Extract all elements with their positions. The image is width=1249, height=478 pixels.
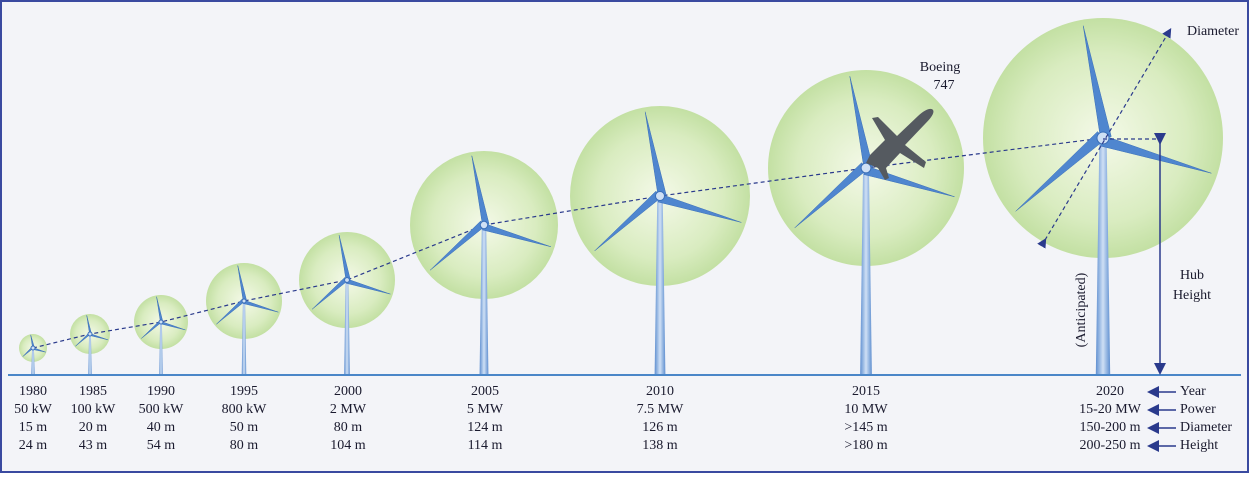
tower <box>88 334 92 375</box>
turbine-year: 2010 <box>646 384 674 399</box>
boeing-label: Boeing <box>920 60 960 75</box>
turbine-diameter: 20 m <box>79 420 108 435</box>
hub <box>87 331 93 337</box>
turbine-year: 1980 <box>19 384 47 399</box>
turbine-height: 104 m <box>330 438 366 453</box>
turbine-power: 10 MW <box>844 402 888 417</box>
turbine-diameter: 124 m <box>467 420 503 435</box>
turbine-height: >180 m <box>844 438 887 453</box>
turbine-year: 1985 <box>79 384 107 399</box>
turbine-diameter: 50 m <box>230 420 259 435</box>
tower <box>479 225 489 375</box>
turbine-diameter: 40 m <box>147 420 176 435</box>
tower <box>860 168 872 375</box>
hub <box>158 319 164 325</box>
turbine-diameter: 150-200 m <box>1079 420 1140 435</box>
trend-line <box>32 137 1104 349</box>
turbine-height: 24 m <box>19 438 48 453</box>
turbine-year: 2015 <box>852 384 880 399</box>
tower <box>654 196 666 375</box>
turbine-power: 2 MW <box>330 402 367 417</box>
hub <box>30 345 36 351</box>
tower <box>241 301 247 375</box>
hub-height-label: Height <box>1173 288 1211 303</box>
tower <box>159 322 163 375</box>
turbine-height: 138 m <box>642 438 678 453</box>
boeing-label: 747 <box>934 78 955 93</box>
turbine-height: 200-250 m <box>1079 438 1140 453</box>
airplane <box>866 108 934 180</box>
turbine-power: 800 kW <box>222 402 268 417</box>
turbine-height: 54 m <box>147 438 176 453</box>
turbine-year: 1995 <box>230 384 258 399</box>
turbine-power: 50 kW <box>14 402 53 417</box>
legend-label: Power <box>1180 402 1216 417</box>
turbine-diameter: 126 m <box>642 420 678 435</box>
turbine-diameter: 80 m <box>334 420 363 435</box>
hub-height-label: Hub <box>1180 268 1204 283</box>
turbine-year: 2020 <box>1096 384 1124 399</box>
turbine-year: 2000 <box>334 384 362 399</box>
anticipated-label: (Anticipated) <box>1074 272 1089 347</box>
hub <box>241 298 247 304</box>
turbine-height: 114 m <box>468 438 503 453</box>
diameter-label: Diameter <box>1187 24 1239 39</box>
tower <box>31 348 35 375</box>
hub <box>479 220 489 230</box>
hub <box>860 162 872 174</box>
turbine-power: 15-20 MW <box>1079 402 1142 417</box>
hub <box>344 277 350 283</box>
legend-label: Year <box>1180 384 1206 399</box>
legend-label: Height <box>1180 438 1218 453</box>
turbine-year: 1990 <box>147 384 175 399</box>
turbine-diameter: >145 m <box>844 420 887 435</box>
turbine-power: 100 kW <box>71 402 117 417</box>
turbine-power: 7.5 MW <box>637 402 684 417</box>
turbine-power: 500 kW <box>139 402 185 417</box>
turbine-year: 2005 <box>471 384 499 399</box>
diameter-arrow <box>1037 27 1172 249</box>
turbine-height: 43 m <box>79 438 108 453</box>
hub <box>655 191 665 201</box>
tower <box>344 280 350 375</box>
legend-label: Diameter <box>1180 420 1232 435</box>
turbine-diameter: 15 m <box>19 420 48 435</box>
turbine-height: 80 m <box>230 438 259 453</box>
specs: 1980 50 kW 15 m 24 m 1985 100 kW 20 m 43 m 1990 5… <box>14 384 1232 453</box>
turbine-power: 5 MW <box>467 402 504 417</box>
